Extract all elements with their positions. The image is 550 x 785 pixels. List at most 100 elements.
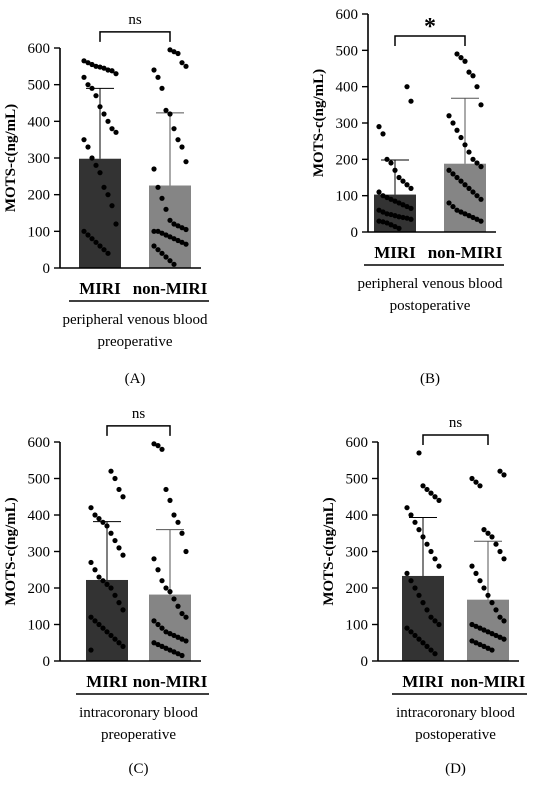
y-tick-label: 500: [28, 78, 51, 94]
data-point: [96, 574, 102, 580]
data-point: [167, 647, 173, 653]
data-point: [376, 207, 382, 213]
y-tick-label: 600: [28, 41, 51, 57]
data-point: [159, 643, 165, 650]
data-point: [408, 205, 414, 211]
data-point: [477, 625, 483, 631]
y-tick-label: 100: [28, 224, 51, 240]
chart-panel-3: 0 100 200 300 400 500 600 MOTS-c(ng/mL) MIRI non-…: [321, 415, 527, 777]
data-point: [93, 162, 99, 168]
data-point: [159, 625, 165, 631]
data-point: [493, 541, 499, 547]
data-point: [155, 74, 161, 80]
data-point: [458, 178, 464, 184]
y-tick-label: 100: [346, 618, 369, 634]
data-point: [412, 632, 418, 639]
data-point: [489, 631, 495, 637]
data-point: [175, 237, 181, 244]
data-point: [163, 107, 169, 113]
data-point: [408, 185, 414, 191]
data-point: [159, 195, 165, 201]
data-point: [424, 541, 430, 547]
data-point: [485, 645, 491, 651]
significance-label: ns: [449, 415, 463, 431]
y-axis-label: MOTS-c(ng/mL): [311, 69, 327, 177]
data-point: [120, 494, 126, 500]
data-point: [384, 194, 390, 201]
data-point: [404, 625, 410, 631]
data-point: [489, 647, 495, 653]
chart-panel-0: 0 100 200 300 400 500 600 MOTS-c(ng/mL) MIRI non-…: [3, 12, 209, 387]
data-point: [171, 49, 177, 55]
data-point: [388, 222, 394, 228]
y-tick-label: 0: [43, 261, 51, 277]
data-point: [470, 189, 476, 195]
data-point: [101, 111, 107, 117]
data-point: [151, 166, 157, 172]
data-point: [470, 73, 476, 79]
data-point: [159, 85, 165, 91]
group-label-line: intracoronary blood: [396, 705, 515, 721]
data-point: [116, 545, 122, 551]
data-point: [392, 213, 398, 219]
data-point: [474, 216, 480, 222]
data-point: [112, 636, 118, 642]
data-point: [412, 585, 418, 591]
data-point: [171, 261, 177, 267]
data-point: [100, 625, 106, 631]
data-point: [416, 527, 422, 533]
data-point: [428, 614, 434, 620]
bar-miri: [402, 575, 444, 661]
data-point: [159, 446, 165, 452]
data-point: [171, 649, 177, 655]
data-point: [404, 505, 410, 511]
data-point: [92, 512, 98, 518]
data-point: [446, 167, 452, 173]
category-label: non-MIRI: [451, 672, 526, 691]
data-point: [454, 207, 460, 213]
data-point: [88, 505, 94, 511]
y-tick-label: 300: [346, 545, 369, 561]
data-point: [408, 578, 414, 584]
data-point: [420, 640, 426, 646]
data-point: [470, 156, 476, 162]
data-point: [396, 174, 402, 181]
data-point: [477, 578, 483, 584]
data-point: [155, 443, 161, 449]
data-point: [151, 556, 157, 562]
data-point: [155, 567, 161, 573]
category-label: MIRI: [79, 279, 121, 298]
data-point: [416, 636, 422, 642]
data-point: [485, 530, 491, 536]
data-point: [116, 640, 122, 646]
y-tick-label: 100: [336, 189, 359, 205]
data-point: [497, 614, 503, 620]
data-point: [432, 494, 438, 500]
data-point: [105, 67, 111, 73]
y-tick-label: 400: [28, 114, 51, 130]
data-point: [432, 651, 438, 657]
bar-non-miri: [149, 185, 191, 268]
significance-bracket: [106, 425, 171, 436]
data-point: [175, 634, 181, 640]
data-point: [108, 530, 114, 536]
y-tick-label: 500: [346, 472, 369, 488]
data-point: [105, 118, 111, 124]
data-point: [462, 211, 468, 217]
data-point: [396, 225, 402, 231]
data-point: [163, 629, 169, 635]
data-point: [412, 519, 418, 525]
data-point: [89, 155, 95, 161]
data-point: [175, 651, 181, 657]
significance-label: ns: [132, 406, 146, 422]
data-point: [81, 228, 87, 234]
data-point: [167, 47, 173, 53]
panel-label: (D): [445, 761, 466, 777]
category-label: non-MIRI: [133, 279, 208, 298]
data-point: [481, 627, 487, 633]
data-point: [424, 486, 430, 493]
chart-panel-1: 0 100 200 300 400 500 600 MOTS-c(ng/mL) MIRI non-…: [311, 7, 504, 387]
data-point: [179, 144, 185, 150]
panel-label: (C): [129, 761, 149, 777]
chart-panel-2: 0 100 200 300 400 500 600 MOTS-c(ng/mL) MIRI non-…: [3, 406, 209, 777]
